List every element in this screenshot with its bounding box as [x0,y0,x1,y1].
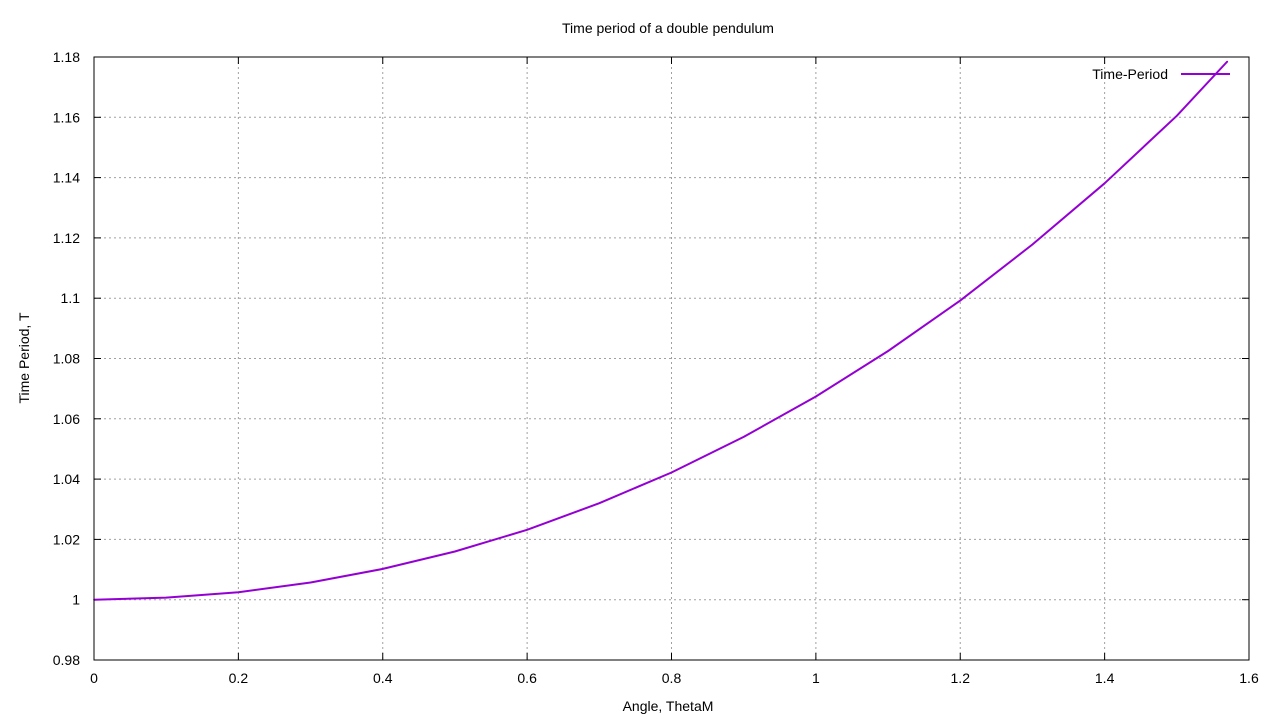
x-tick-label: 0.2 [229,670,249,686]
axis-ticks: 0 0.2 0.4 0.6 0.8 1 1.2 1.4 1.6 0.98 1 1.02 1.04 1.06… [53,49,1259,686]
data-point [309,581,312,584]
x-tick-label: 1.2 [951,670,971,686]
y-tick-label: 1.1 [61,290,81,306]
data-point [1103,182,1106,185]
x-tick-label: 0.6 [517,670,537,686]
x-tick-label: 0.4 [373,670,393,686]
legend-label: Time-Period [1092,66,1168,82]
y-tick-label: 1.18 [53,49,80,65]
x-tick-label: 0 [90,670,98,686]
series-layer [93,60,1229,601]
y-tick-label: 1.04 [53,471,80,487]
y-tick-label: 1.16 [53,109,80,125]
data-point [742,436,745,438]
x-axis-label: Angle, ThetaM [623,698,714,714]
x-tick-label: 1 [812,670,820,686]
data-point [1176,114,1178,117]
y-axis-label: Time Period, T [16,312,32,403]
y-tick-label: 1.02 [53,531,80,547]
x-tick-label: 1.6 [1239,670,1259,686]
data-point [454,550,456,553]
y-tick-label: 1 [72,592,80,608]
data-point [1031,243,1034,246]
data-point [598,502,601,505]
data-point [165,596,167,599]
y-tick-label: 1.14 [53,170,80,186]
data-point [815,395,817,398]
data-point [1226,60,1229,63]
data-point [959,299,962,302]
y-tick-label: 1.12 [53,230,80,246]
data-point [237,591,240,593]
y-tick-label: 1.08 [53,351,80,367]
data-point [670,471,673,474]
x-tick-label: 0.8 [662,670,682,686]
grid-lines [94,57,1249,660]
data-point [381,568,384,570]
y-tick-label: 1.06 [53,411,80,427]
y-tick-label: 0.98 [53,652,80,668]
data-point [887,350,889,352]
chart-title: Time period of a double pendulum [562,20,774,36]
plot-frame [93,56,1250,661]
x-tick-label: 1.4 [1095,670,1115,686]
legend: Time-Period [1092,66,1230,82]
data-point [526,528,528,531]
series-line-time-period [93,60,1229,601]
